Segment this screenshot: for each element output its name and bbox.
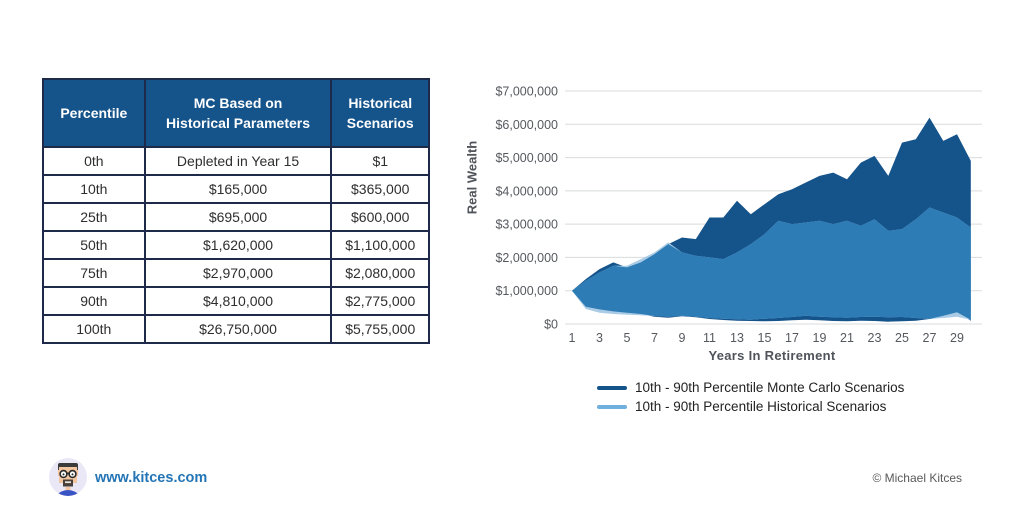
cell-historical-value: $600,000 bbox=[330, 202, 430, 232]
table-row: 10th $165,000 $365,000 bbox=[42, 174, 430, 204]
cell-historical-value: $1 bbox=[330, 146, 430, 176]
header-historical: Historical Scenarios bbox=[330, 78, 430, 148]
y-tick-label: $5,000,000 bbox=[495, 151, 558, 165]
cell-mc-value: $4,810,000 bbox=[143, 286, 333, 316]
legend-entry-monte-carlo: 10th - 90th Percentile Monte Carlo Scena… bbox=[597, 378, 904, 397]
y-axis-title: Real Wealth bbox=[464, 140, 480, 215]
x-tick-label: 27 bbox=[923, 331, 937, 345]
table-row: 100th $26,750,000 $5,755,000 bbox=[42, 314, 430, 344]
header-mc: MC Based on Historical Parameters bbox=[143, 78, 333, 148]
legend-label: 10th - 90th Percentile Historical Scenar… bbox=[635, 399, 887, 414]
cell-historical-value: $365,000 bbox=[330, 174, 430, 204]
cell-percentile: 75th bbox=[42, 258, 146, 288]
wealth-chart: $0 $1,000,000 $2,000,000 $3,000,000 $4,000,0… bbox=[450, 75, 1024, 425]
cell-mc-value: $2,970,000 bbox=[143, 258, 333, 288]
wealth-chart-plot: $0 $1,000,000 $2,000,000 $3,000,000 $4,000,0… bbox=[495, 85, 982, 345]
x-tick-label: 29 bbox=[950, 331, 964, 345]
x-tick-label: 11 bbox=[703, 331, 716, 345]
y-tick-label: $6,000,000 bbox=[495, 118, 558, 132]
table-row: 0th Depleted in Year 15 $1 bbox=[42, 146, 430, 176]
x-tick-label: 19 bbox=[813, 331, 827, 345]
legend-entry-historical: 10th - 90th Percentile Historical Scenar… bbox=[597, 397, 904, 416]
x-tick-label: 13 bbox=[730, 331, 744, 345]
cell-historical-value: $2,775,000 bbox=[330, 286, 430, 316]
x-tick-label: 23 bbox=[868, 331, 882, 345]
table-row: 25th $695,000 $600,000 bbox=[42, 202, 430, 232]
x-tick-label: 1 bbox=[569, 331, 576, 345]
cell-percentile: 100th bbox=[42, 314, 146, 344]
cell-percentile: 25th bbox=[42, 202, 146, 232]
legend-label: 10th - 90th Percentile Monte Carlo Scena… bbox=[635, 380, 905, 395]
cell-historical-value: $2,080,000 bbox=[330, 258, 430, 288]
monte-carlo-line-swatch bbox=[597, 385, 627, 390]
cell-historical-value: $1,100,000 bbox=[330, 230, 430, 260]
chart-legend: 10th - 90th Percentile Monte Carlo Scena… bbox=[597, 378, 904, 416]
x-tick-label: 17 bbox=[785, 331, 799, 345]
band-overlap-region bbox=[572, 207, 971, 320]
y-tick-label: $1,000,000 bbox=[495, 284, 558, 298]
table-row: 75th $2,970,000 $2,080,000 bbox=[42, 258, 430, 288]
table-row: 50th $1,620,000 $1,100,000 bbox=[42, 230, 430, 260]
cell-mc-value: $165,000 bbox=[143, 174, 333, 204]
x-tick-label: 9 bbox=[679, 331, 686, 345]
historical-line-swatch bbox=[597, 404, 627, 409]
x-tick-label: 7 bbox=[651, 331, 658, 345]
x-tick-label: 25 bbox=[895, 331, 909, 345]
kitces-avatar bbox=[49, 458, 87, 496]
y-tick-label: $4,000,000 bbox=[495, 184, 558, 198]
copyright-notice: © Michael Kitces bbox=[872, 471, 962, 485]
kitces-site-link[interactable]: www.kitces.com bbox=[95, 470, 208, 486]
table-row: 90th $4,810,000 $2,775,000 bbox=[42, 286, 430, 316]
y-tick-label: $7,000,000 bbox=[495, 85, 558, 99]
cell-historical-value: $5,755,000 bbox=[330, 314, 430, 344]
x-axis-title: Years In Retirement bbox=[708, 348, 836, 363]
cell-percentile: 50th bbox=[42, 230, 146, 260]
cell-mc-value: $1,620,000 bbox=[143, 230, 333, 260]
cell-mc-value: $26,750,000 bbox=[143, 314, 333, 344]
cell-mc-value: $695,000 bbox=[143, 202, 333, 232]
table-header-row: Percentile MC Based on Historical Parame… bbox=[42, 78, 430, 148]
y-tick-label: $2,000,000 bbox=[495, 251, 558, 265]
cell-percentile: 90th bbox=[42, 286, 146, 316]
cell-mc-value: Depleted in Year 15 bbox=[143, 146, 333, 176]
y-tick-label: $3,000,000 bbox=[495, 218, 558, 232]
x-tick-label: 5 bbox=[624, 331, 631, 345]
x-tick-label: 3 bbox=[596, 331, 603, 345]
percentile-comparison-table: Percentile MC Based on Historical Parame… bbox=[42, 78, 430, 344]
y-tick-label: $0 bbox=[544, 318, 558, 332]
x-tick-label: 21 bbox=[840, 331, 854, 345]
header-percentile: Percentile bbox=[42, 78, 146, 148]
cell-percentile: 10th bbox=[42, 174, 146, 204]
x-tick-label: 15 bbox=[758, 331, 772, 345]
cell-percentile: 0th bbox=[42, 146, 146, 176]
